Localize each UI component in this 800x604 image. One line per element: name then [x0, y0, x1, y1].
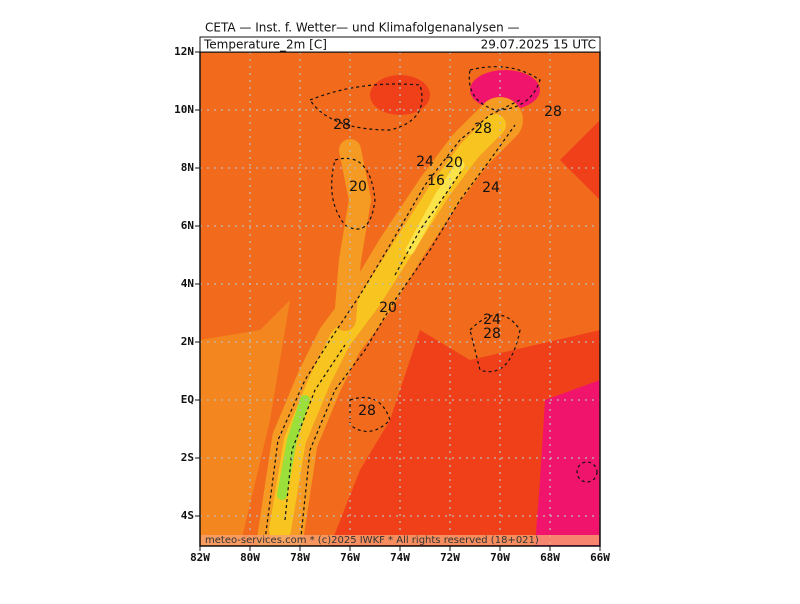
lat-label: 8N: [181, 161, 194, 174]
footer: meteo-services.com * (c)2025 IWKF * All …: [205, 535, 539, 546]
footer-band: [201, 535, 599, 545]
contour-label: 28: [333, 117, 351, 133]
contour-label: 28: [544, 104, 562, 120]
contour-label: 28: [358, 403, 376, 419]
contour-label: 16: [427, 173, 445, 189]
lat-label: 2S: [181, 451, 194, 464]
lat-label: 4N: [181, 277, 194, 290]
lon-label: 76W: [340, 551, 360, 564]
lat-label: 10N: [174, 103, 194, 116]
lat-label: 2N: [181, 335, 194, 348]
graticule: [200, 52, 600, 546]
lon-label: 66W: [590, 551, 610, 564]
contour-label: 24: [416, 154, 434, 170]
lat-label: 6N: [181, 219, 194, 232]
lon-label: 68W: [540, 551, 560, 564]
lat-label: 12N: [174, 45, 194, 58]
temperature-field: [200, 52, 600, 546]
header-title: CETA — Inst. f. Wetter— und Klimafolgena…: [205, 21, 520, 35]
header-box: [199, 36, 601, 53]
lon-label: 72W: [440, 551, 460, 564]
lat-label: 4S: [181, 509, 194, 522]
contour-label: 20: [379, 300, 397, 316]
lon-label: 80W: [240, 551, 260, 564]
contour-label: 24: [483, 312, 501, 328]
contour-label: 28: [474, 121, 492, 137]
lon-label: 74W: [390, 551, 410, 564]
lon-label: 82W: [190, 551, 210, 564]
contour-label: 28: [483, 326, 501, 342]
contour-label: 20: [349, 179, 367, 195]
field-name: Temperature_2m [C]: [203, 38, 327, 52]
contour-label: 24: [482, 180, 500, 196]
contour-label: 20: [445, 155, 463, 171]
lat-label: EQ: [181, 393, 195, 406]
valid-time: 29.07.2025 15 UTC: [481, 38, 596, 52]
lon-label: 70W: [490, 551, 510, 564]
lon-label: 78W: [290, 551, 310, 564]
